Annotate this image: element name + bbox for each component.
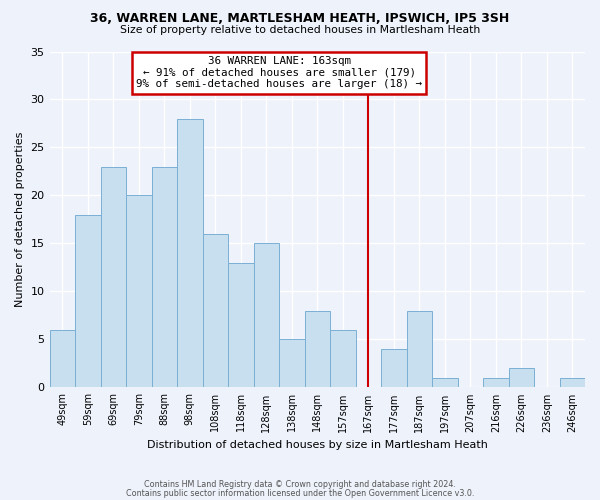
Text: Contains public sector information licensed under the Open Government Licence v3: Contains public sector information licen… — [126, 488, 474, 498]
Bar — [177, 118, 203, 388]
Bar — [407, 310, 432, 388]
Bar — [126, 196, 152, 388]
Bar — [279, 340, 305, 388]
Bar — [305, 310, 330, 388]
Bar — [483, 378, 509, 388]
Bar — [509, 368, 534, 388]
Bar — [381, 349, 407, 388]
Bar — [203, 234, 228, 388]
Bar — [432, 378, 458, 388]
Bar — [152, 166, 177, 388]
Bar — [101, 166, 126, 388]
Bar — [254, 244, 279, 388]
Text: Contains HM Land Registry data © Crown copyright and database right 2024.: Contains HM Land Registry data © Crown c… — [144, 480, 456, 489]
Bar — [228, 262, 254, 388]
Bar — [50, 330, 75, 388]
Text: Size of property relative to detached houses in Martlesham Heath: Size of property relative to detached ho… — [120, 25, 480, 35]
Text: 36 WARREN LANE: 163sqm
← 91% of detached houses are smaller (179)
9% of semi-det: 36 WARREN LANE: 163sqm ← 91% of detached… — [136, 56, 422, 90]
Bar — [75, 214, 101, 388]
Text: 36, WARREN LANE, MARTLESHAM HEATH, IPSWICH, IP5 3SH: 36, WARREN LANE, MARTLESHAM HEATH, IPSWI… — [91, 12, 509, 26]
Y-axis label: Number of detached properties: Number of detached properties — [15, 132, 25, 307]
X-axis label: Distribution of detached houses by size in Martlesham Heath: Distribution of detached houses by size … — [147, 440, 488, 450]
Bar — [560, 378, 585, 388]
Bar — [330, 330, 356, 388]
